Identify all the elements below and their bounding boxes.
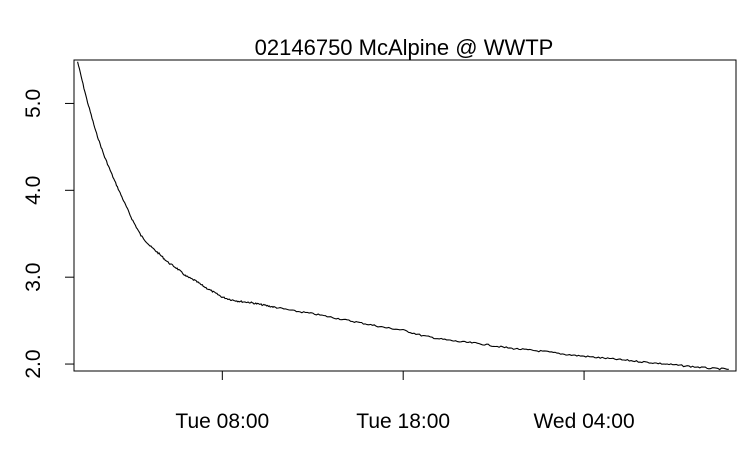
x-tick-label: Tue 18:00	[356, 410, 450, 433]
y-tick-label: 5.0	[22, 89, 45, 118]
x-tick-label: Wed 04:00	[533, 410, 634, 433]
y-tick-label: 4.0	[22, 176, 45, 205]
series-line	[77, 61, 729, 371]
x-tick-label: Tue 08:00	[175, 410, 269, 433]
x-axis: Tue 08:00 Tue 18:00 Wed 04:00	[175, 371, 635, 433]
y-tick-label: 2.0	[22, 349, 45, 378]
y-axis: 2.0 3.0 4.0 5.0	[22, 89, 74, 379]
plot-area-border	[73, 59, 737, 372]
y-tick-label: 3.0	[22, 263, 45, 292]
series-layer	[77, 61, 729, 371]
chart-title: 02146750 McAlpine @ WWTP	[255, 35, 554, 60]
